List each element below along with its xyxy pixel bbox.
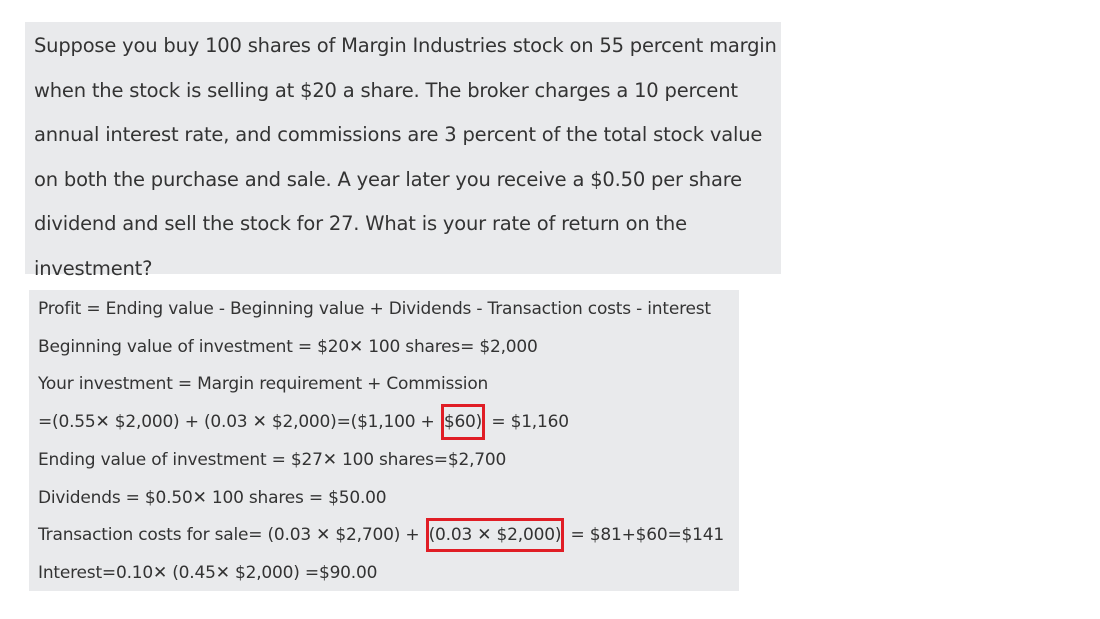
beginning-value-line: Beginning value of investment = $20✕ 100…: [38, 336, 538, 357]
question-box: Suppose you buy 100 shares of Margin Ind…: [25, 22, 781, 280]
question-line: dividend and sell the stock for 27. What…: [34, 212, 687, 235]
dividends-line: Dividends = $0.50✕ 100 shares = $50.00: [38, 487, 387, 508]
your-investment-line: Your investment = Margin requirement + C…: [38, 374, 489, 395]
transaction-costs-suffix: = $81+$60=$141: [570, 525, 724, 546]
transaction-costs-line: Transaction costs for sale= (0.03 ✕ $2,7…: [38, 517, 739, 555]
investment-calc-line: =(0.55✕ $2,000) + (0.03 ✕ $2,000)=($1,10…: [38, 404, 739, 442]
transaction-costs-prefix: Transaction costs for sale= (0.03 ✕ $2,7…: [38, 525, 420, 546]
question-line: Suppose you buy 100 shares of Margin Ind…: [34, 34, 777, 57]
profit-formula: Profit = Ending value - Beginning value …: [38, 299, 711, 319]
question-line: investment?: [34, 256, 153, 280]
question-line: annual interest rate, and commissions ar…: [34, 123, 763, 146]
solution-box: Profit = Ending value - Beginning value …: [29, 290, 739, 591]
interest-line: Interest=0.10✕ (0.45✕ $2,000) =$90.00: [38, 562, 378, 583]
question-line: on both the purchase and sale. A year la…: [34, 167, 742, 191]
question-line: when the stock is selling at $20 a share…: [34, 78, 738, 102]
investment-calc-prefix: =(0.55✕ $2,000) + (0.03 ✕ $2,000)=($1,10…: [38, 412, 435, 433]
highlighted-purchase-commission: (0.03 ✕ $2,000): [425, 518, 565, 553]
investment-calc-suffix: = $1,160: [491, 412, 569, 433]
highlighted-commission: $60): [440, 404, 486, 441]
ending-value-line: Ending value of investment = $27✕ 100 sh…: [38, 449, 507, 470]
